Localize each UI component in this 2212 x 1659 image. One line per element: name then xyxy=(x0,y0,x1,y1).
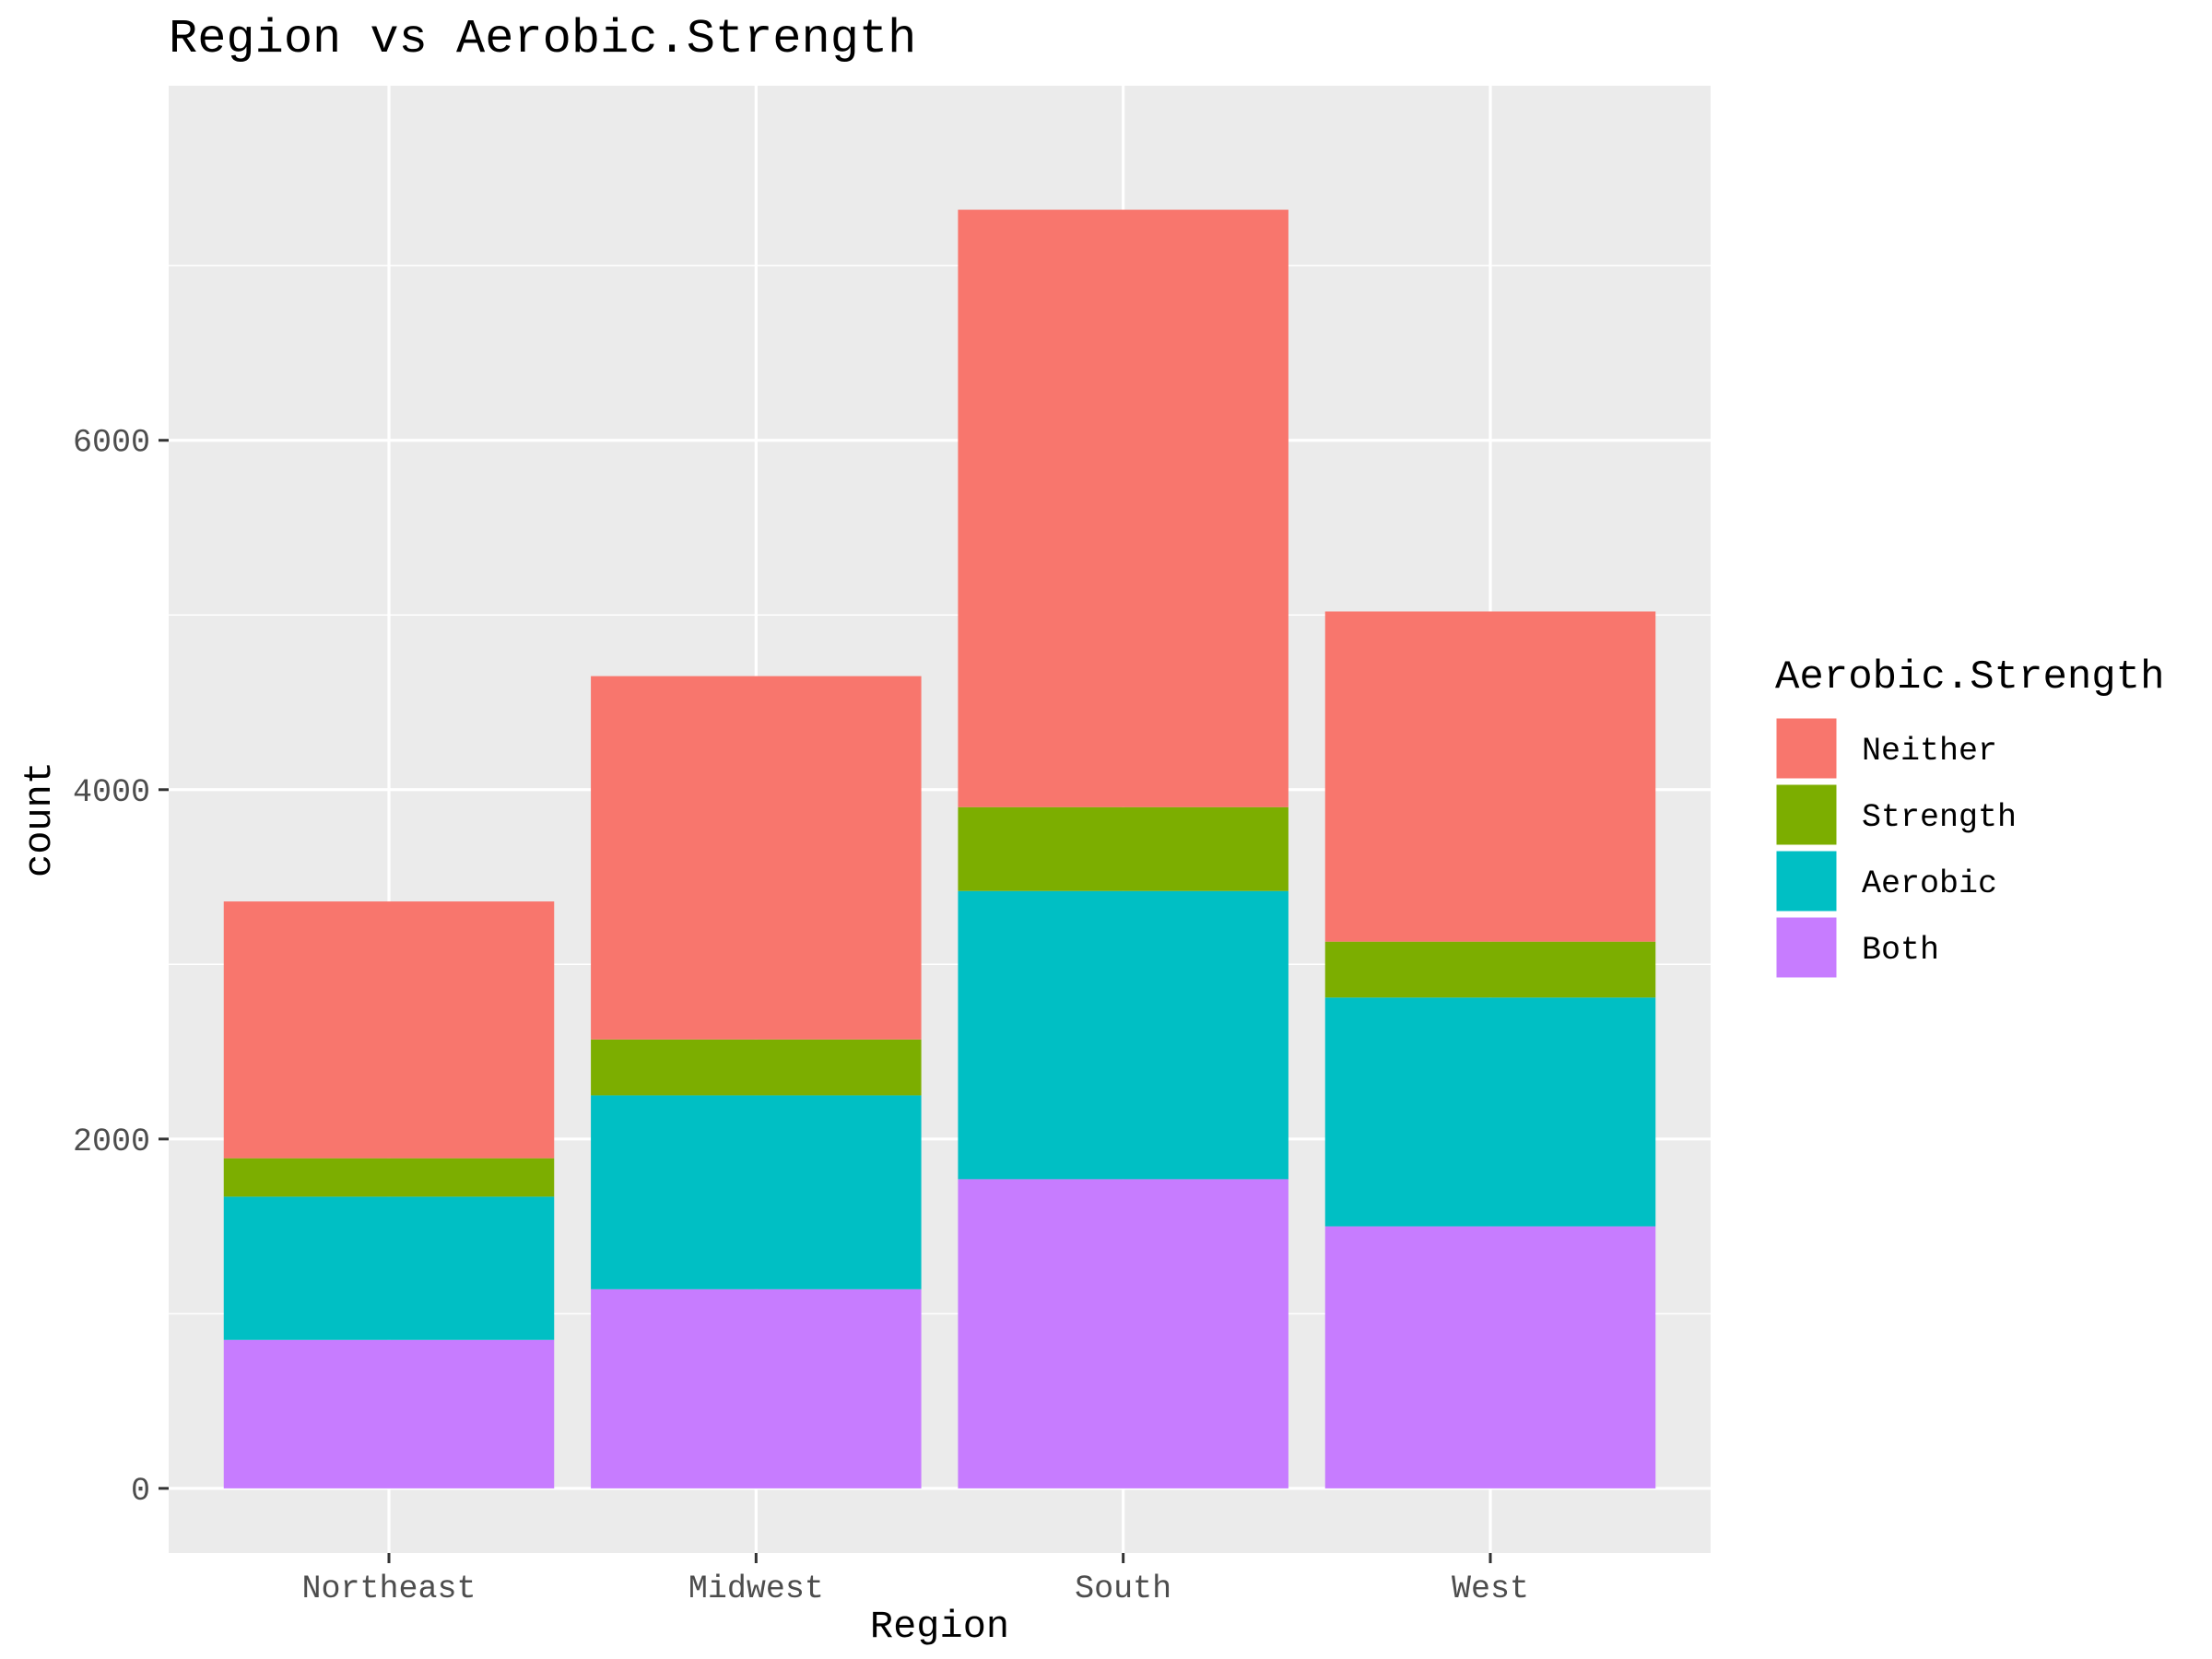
y-tick-label: 2000 xyxy=(73,1124,150,1160)
legend-key-aerobic xyxy=(1773,848,1840,914)
bar-segment-south-neither xyxy=(958,209,1288,807)
bar-segment-south-both xyxy=(958,1179,1288,1488)
legend-label: Aerobic xyxy=(1862,865,1997,902)
bar-segment-midwest-aerobic xyxy=(591,1095,922,1289)
x-axis: Northeast Midwest South West xyxy=(301,1553,1529,1607)
legend-key-strength xyxy=(1773,782,1840,848)
x-tick-label: South xyxy=(1075,1571,1171,1607)
bar-segment-northeast-neither xyxy=(223,901,555,1159)
x-tick-label: Northeast xyxy=(301,1571,476,1607)
bar-segment-midwest-neither xyxy=(591,676,922,1040)
bar-segment-midwest-both xyxy=(591,1288,922,1488)
bar-segment-northeast-aerobic xyxy=(223,1196,555,1340)
y-tick-label: 6000 xyxy=(73,425,150,462)
y-tick-label: 4000 xyxy=(73,774,150,811)
chart-title: Region vs Aerobic.Strength xyxy=(169,12,916,66)
bar-segment-west-neither xyxy=(1324,611,1656,942)
bar-segment-west-both xyxy=(1324,1226,1656,1488)
legend-key-both xyxy=(1773,914,1840,981)
bar-segment-northeast-both xyxy=(223,1339,555,1488)
bars xyxy=(223,209,1656,1488)
y-tick-label: 0 xyxy=(131,1473,150,1510)
legend-label: Both xyxy=(1862,932,1939,969)
bar-segment-south-aerobic xyxy=(958,890,1288,1180)
bar-segment-northeast-strength xyxy=(223,1158,555,1197)
x-axis-title: Region xyxy=(870,1605,1009,1649)
bar-segment-midwest-strength xyxy=(591,1039,922,1096)
legend: Aerobic.Strength Neither Strength Aerobic B… xyxy=(1773,654,2164,981)
x-tick-label: West xyxy=(1452,1571,1529,1607)
y-axis-title: count xyxy=(18,761,62,877)
bar-segment-west-strength xyxy=(1324,941,1656,998)
bar-segment-west-aerobic xyxy=(1324,997,1656,1227)
legend-title: Aerobic.Strength xyxy=(1775,654,2164,700)
legend-key-neither xyxy=(1773,715,1840,782)
y-axis: 0 2000 4000 6000 xyxy=(73,425,169,1510)
legend-label: Strength xyxy=(1862,799,2017,836)
x-tick-label: Midwest xyxy=(688,1571,824,1607)
bar-segment-south-strength xyxy=(958,806,1288,891)
legend-label: Neither xyxy=(1862,733,1997,770)
